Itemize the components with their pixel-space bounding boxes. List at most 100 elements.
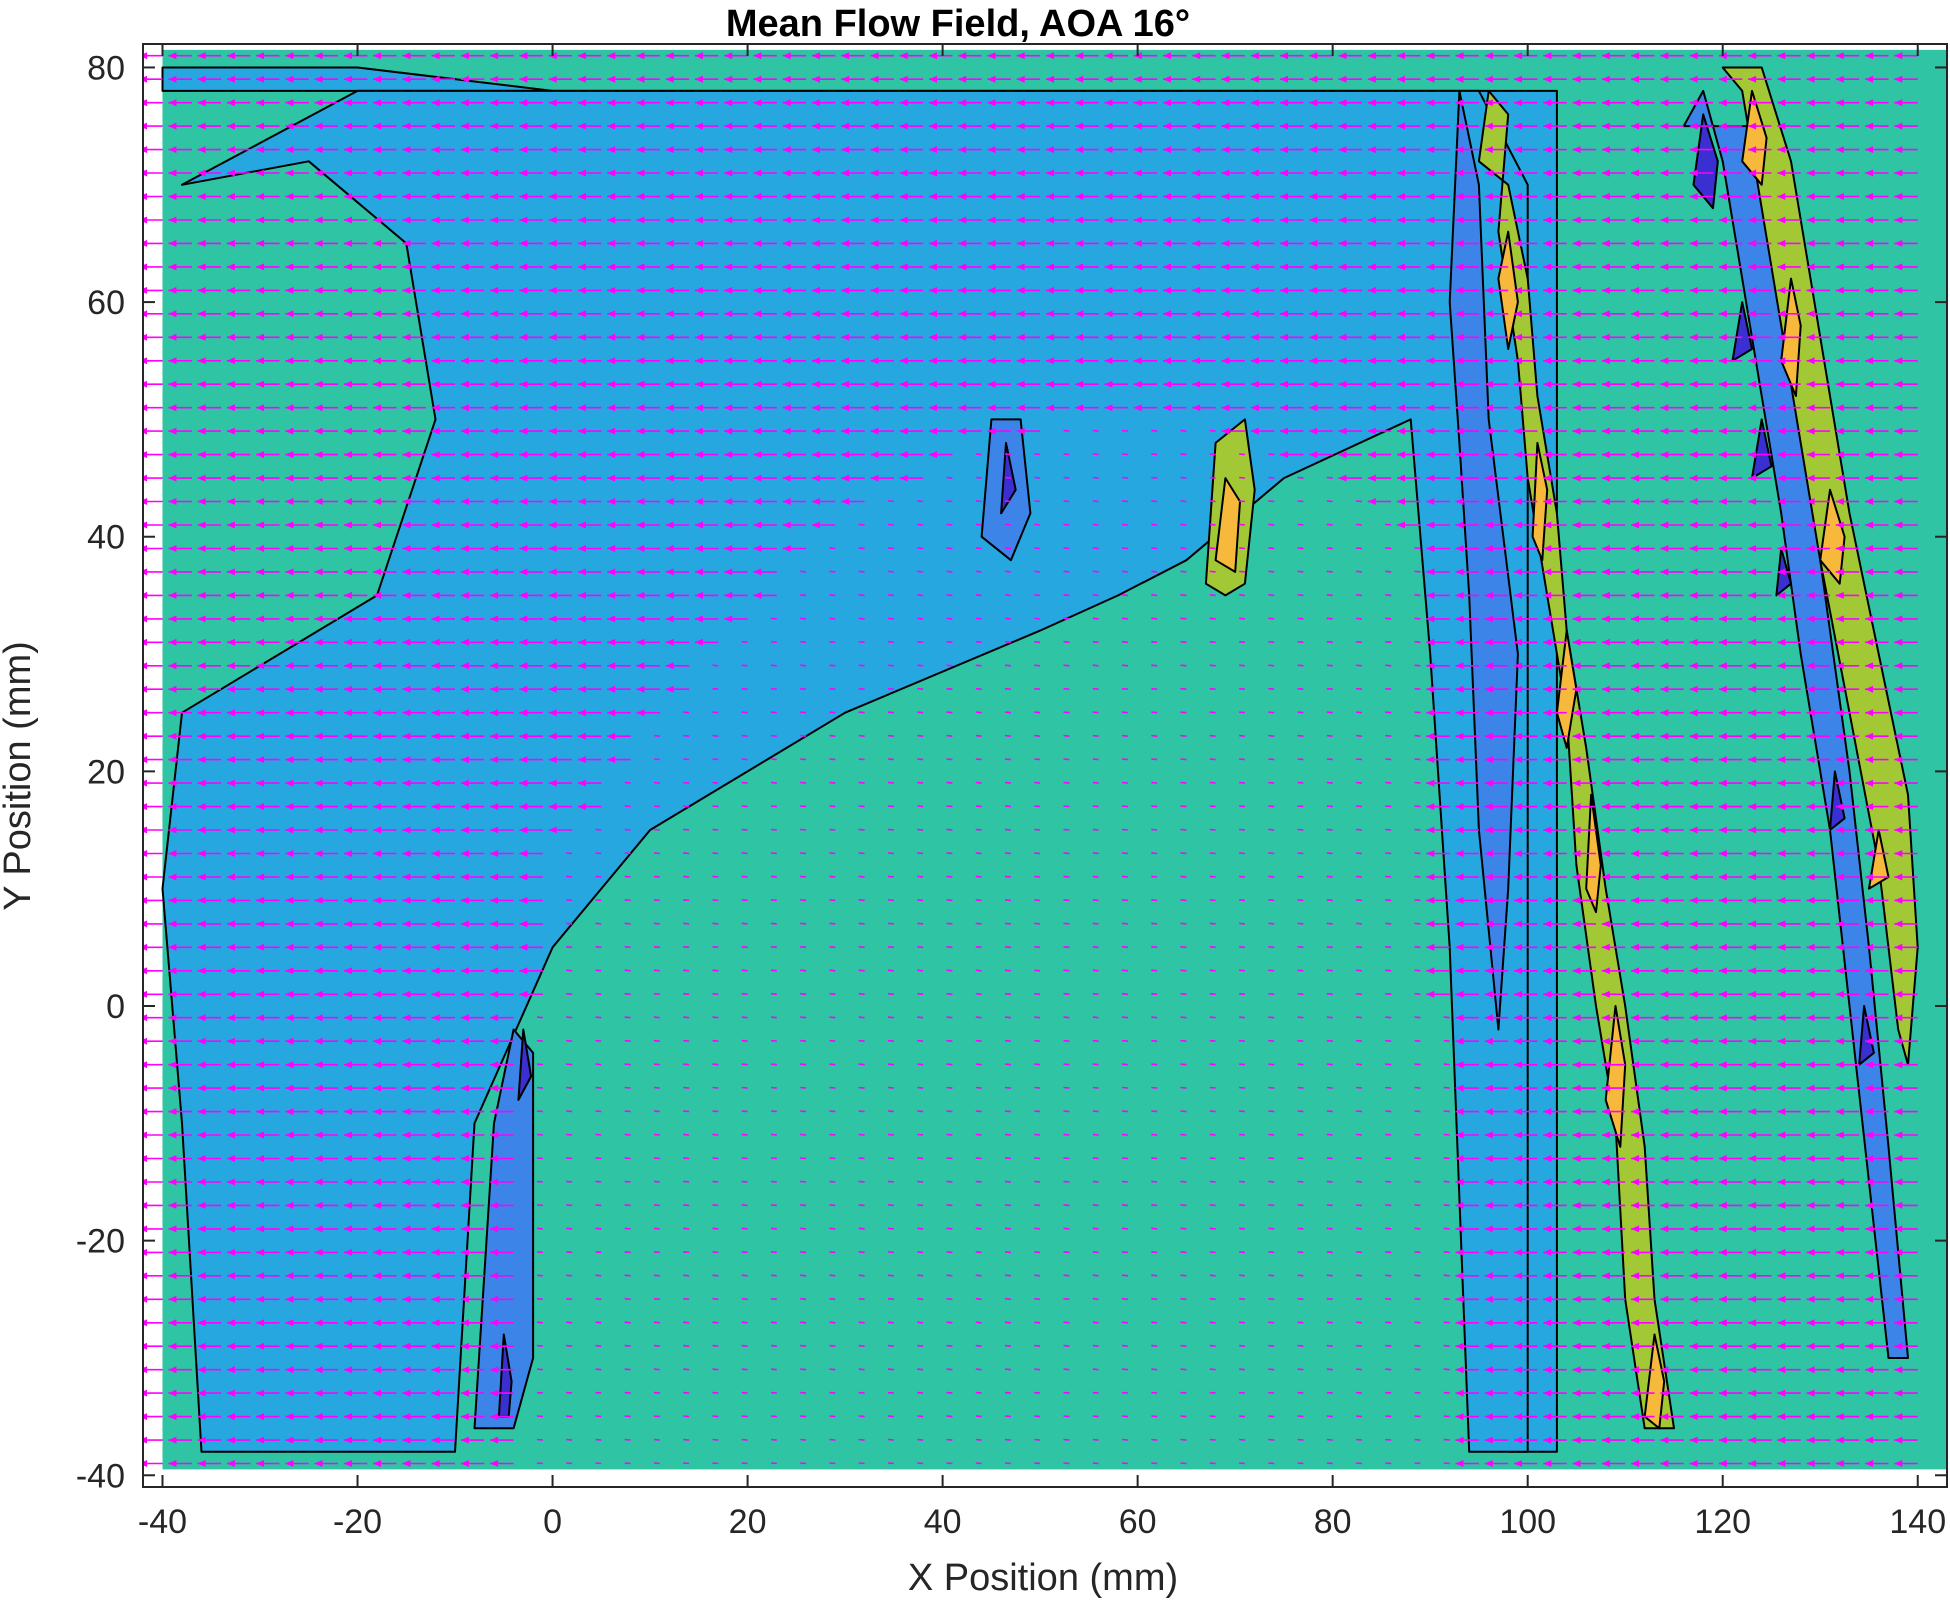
flow-vector-head	[1484, 310, 1493, 318]
flow-vector-head	[373, 685, 382, 693]
flow-vector-head	[1894, 896, 1903, 904]
flow-vector-head	[1631, 709, 1640, 717]
flow-vector-head	[343, 732, 352, 740]
flow-vector-head	[1338, 216, 1347, 224]
flow-vector-head	[1543, 498, 1552, 505]
flow-vector	[946, 523, 953, 526]
flow-vector-head	[1689, 850, 1698, 857]
flow-vector-head	[168, 779, 177, 787]
flow-vector-head	[1894, 310, 1903, 318]
flow-vector-head	[1806, 1014, 1815, 1022]
flow-vector-head	[1631, 380, 1640, 388]
flow-vector-head	[168, 591, 177, 599]
flow-vector-head	[899, 169, 908, 177]
flow-vector-head	[1543, 474, 1552, 482]
flow-vector-head	[1865, 1108, 1874, 1116]
flow-vector	[1063, 992, 1070, 996]
flow-vector-head	[373, 1155, 382, 1162]
flow-vector-head	[636, 263, 645, 271]
flow-vector-head	[168, 850, 177, 857]
flow-vector	[946, 969, 953, 972]
flow-vector-head	[1718, 732, 1727, 740]
flow-vector	[1092, 617, 1099, 620]
flow-vector-head	[1397, 263, 1405, 271]
flow-vector-head	[929, 52, 937, 60]
flow-vector	[1034, 1039, 1041, 1042]
flow-vector	[1180, 711, 1187, 714]
flow-vector	[917, 523, 924, 526]
flow-vector-head	[1660, 474, 1669, 482]
flow-vector-head	[1367, 193, 1376, 200]
flow-vector-head	[724, 52, 733, 60]
flow-vector-head	[256, 451, 265, 459]
flow-vector-head	[1689, 1037, 1698, 1045]
flow-vector-head	[460, 427, 469, 435]
flow-vector-head	[314, 169, 323, 177]
flow-vector-head	[811, 310, 820, 318]
flow-vector-head	[197, 263, 206, 271]
flow-vector-head	[226, 615, 235, 623]
flow-vector-head	[1806, 709, 1815, 717]
flow-vector-head	[256, 615, 265, 623]
flow-vector-head	[1894, 920, 1903, 928]
flow-vector	[1004, 640, 1011, 644]
flow-vector-head	[1104, 286, 1113, 294]
flow-vector	[1297, 711, 1304, 714]
flow-vector	[1121, 1110, 1128, 1113]
flow-vector-head	[1718, 709, 1727, 717]
flow-vector	[1034, 758, 1041, 761]
flow-vector-head	[870, 146, 879, 154]
flow-vector	[946, 734, 953, 737]
flow-vector-head	[285, 1014, 294, 1022]
flow-vector-head	[402, 896, 411, 904]
flow-vector	[887, 805, 894, 808]
flow-vector-head	[1718, 474, 1727, 482]
flow-vector	[1180, 946, 1187, 949]
flow-vector-head	[577, 146, 586, 154]
flow-vector	[1121, 1016, 1128, 1019]
flow-vector	[1121, 476, 1128, 479]
flow-vector-head	[490, 638, 499, 646]
flow-vector	[800, 664, 807, 667]
flow-vector	[1121, 805, 1128, 808]
flow-vector-head	[431, 286, 440, 294]
flow-vector-head	[1601, 169, 1610, 177]
flow-vector-head	[665, 146, 674, 154]
flow-vector-head	[256, 545, 265, 552]
flow-vector	[800, 922, 807, 925]
flow-vector	[887, 711, 894, 714]
flow-vector-head	[314, 310, 323, 318]
flow-vector-head	[431, 779, 440, 787]
flow-vector-head	[1835, 967, 1844, 975]
flow-vector	[741, 805, 748, 808]
flow-vector	[1297, 570, 1304, 573]
flow-vector-head	[1777, 263, 1786, 271]
flow-vector-head	[1572, 498, 1581, 505]
flow-vector-head	[519, 263, 528, 271]
flow-vector	[683, 1110, 690, 1113]
flow-vector-head	[870, 474, 879, 482]
flow-vector-head	[1601, 263, 1610, 271]
flow-vector-head	[343, 967, 352, 975]
flow-vector-head	[607, 638, 616, 646]
flow-vector-head	[929, 357, 937, 365]
flow-vector-head	[519, 685, 528, 693]
flow-vector-head	[1777, 615, 1786, 623]
flow-vector	[1180, 758, 1187, 761]
plot-area	[143, 44, 1947, 1487]
flow-vector-head	[987, 216, 996, 224]
flow-vector-head	[899, 75, 908, 83]
flow-vector-head	[1631, 333, 1640, 341]
flow-vector-head	[665, 638, 674, 646]
flow-vector-head	[490, 263, 499, 271]
flow-vector	[741, 1086, 748, 1089]
flow-vector-head	[490, 615, 499, 623]
flow-vector	[1121, 899, 1128, 902]
flow-vector-head	[1894, 286, 1903, 294]
flow-vector-head	[1748, 803, 1757, 811]
flow-vector	[917, 805, 924, 808]
flow-vector-head	[490, 451, 499, 459]
flow-vector-head	[1748, 990, 1757, 998]
flow-vector-head	[490, 357, 499, 365]
flow-vector-head	[1455, 591, 1464, 599]
